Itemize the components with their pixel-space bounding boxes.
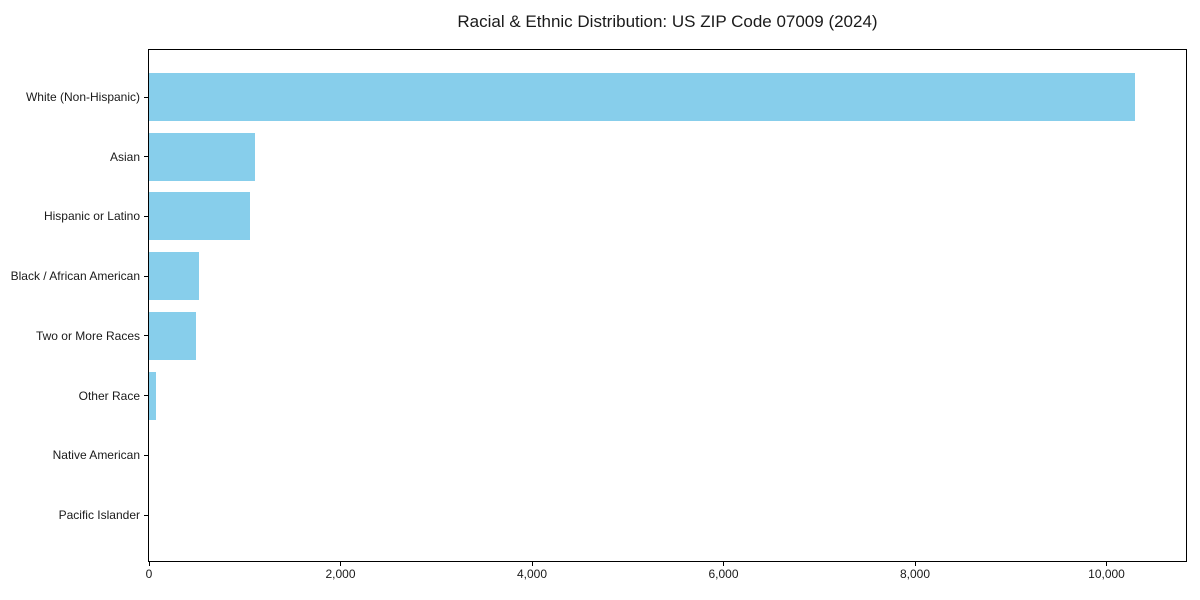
y-tick-mark bbox=[144, 335, 148, 337]
y-tick-label: Other Race bbox=[78, 388, 140, 403]
x-tick-mark bbox=[914, 562, 916, 566]
x-tick-mark bbox=[340, 562, 341, 566]
y-tick-mark bbox=[144, 395, 148, 397]
y-tick-label: Black / African American bbox=[10, 269, 140, 284]
y-tick-mark bbox=[144, 96, 148, 98]
bar bbox=[149, 73, 1136, 121]
y-tick-mark bbox=[144, 514, 148, 516]
y-tick-mark bbox=[144, 454, 148, 456]
x-tick-label: 2,000 bbox=[325, 567, 356, 581]
y-tick-label: Asian bbox=[109, 149, 140, 164]
bar bbox=[149, 132, 256, 181]
y-tick-label: Native American bbox=[52, 448, 140, 463]
y-tick-label: White (Non-Hispanic) bbox=[25, 90, 140, 104]
y-tick-mark bbox=[144, 156, 148, 158]
x-tick-mark bbox=[148, 562, 150, 566]
y-tick-label: Pacific Islander bbox=[58, 508, 140, 522]
x-tick-mark bbox=[723, 562, 724, 566]
x-tick-mark bbox=[1106, 562, 1108, 566]
plot-area bbox=[148, 49, 1187, 562]
x-tick-label: 8,000 bbox=[900, 567, 931, 581]
chart-title: Racial & Ethnic Distribution: US ZIP Cod… bbox=[457, 12, 878, 31]
x-tick-label: 4,000 bbox=[516, 567, 548, 581]
y-tick-mark bbox=[144, 215, 148, 217]
y-tick-label: Hispanic or Latino bbox=[43, 209, 140, 224]
y-tick-mark bbox=[144, 275, 148, 277]
x-tick-mark bbox=[531, 562, 533, 566]
x-tick-label: 0 bbox=[145, 567, 153, 581]
bar bbox=[149, 192, 251, 241]
x-tick-label: 10,000 bbox=[1088, 567, 1125, 581]
bar bbox=[149, 252, 199, 301]
bar bbox=[149, 311, 196, 360]
bar bbox=[149, 371, 156, 420]
y-tick-label: Two or More Races bbox=[35, 328, 140, 343]
x-tick-label: 6,000 bbox=[708, 567, 739, 581]
